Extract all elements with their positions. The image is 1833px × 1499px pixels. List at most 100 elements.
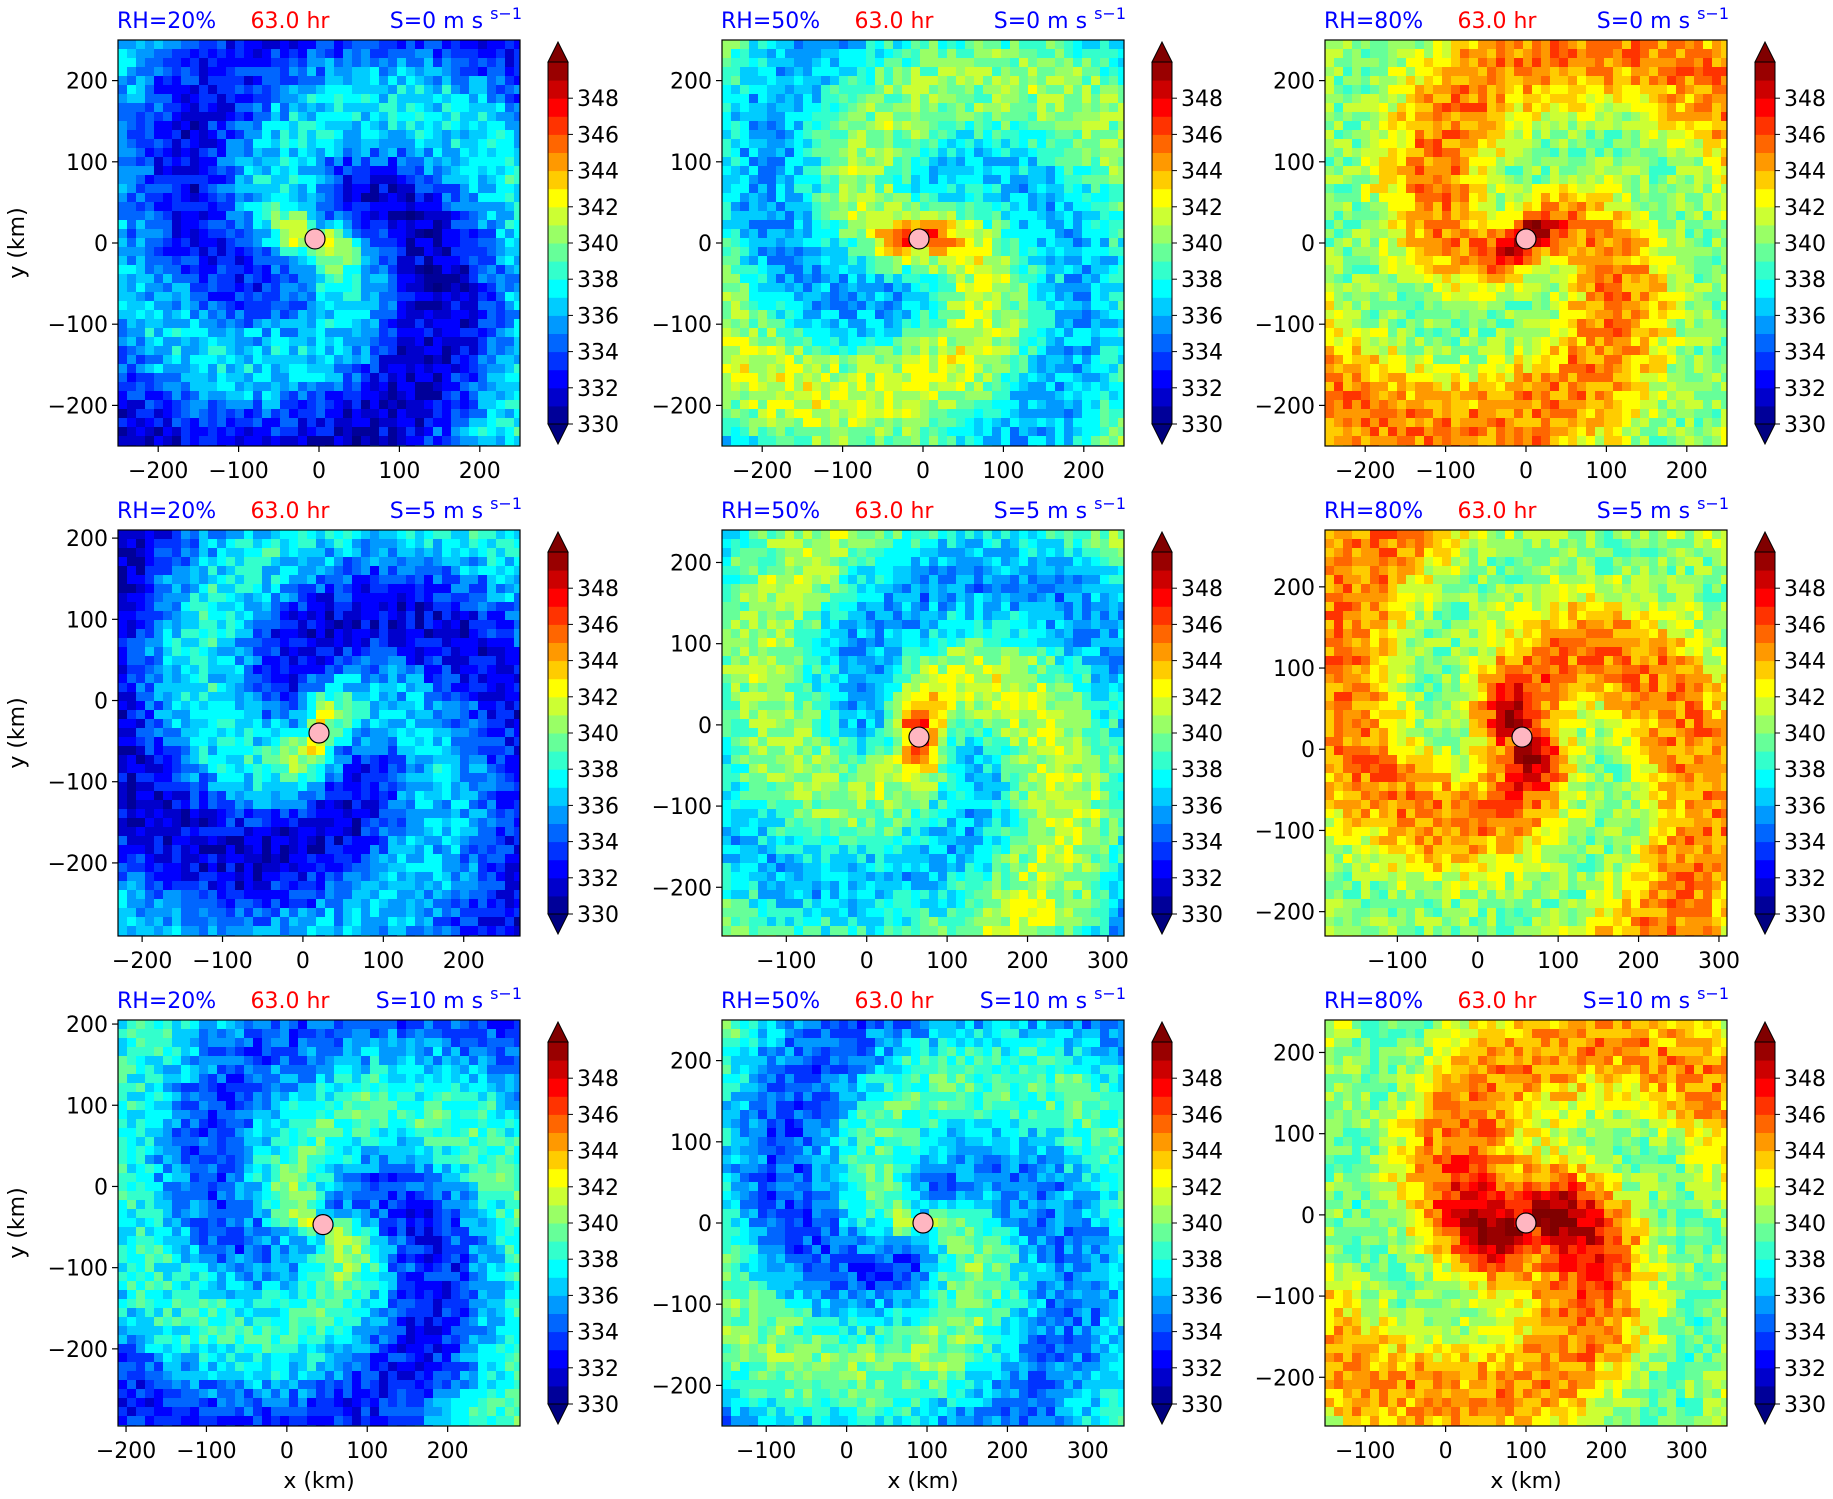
- colorbar-level: [1755, 1277, 1775, 1296]
- colorbar-level: [548, 751, 568, 770]
- colorbar-level: [1152, 1042, 1172, 1061]
- colorbar-tick-label: 332: [1181, 867, 1223, 892]
- y-tick-label: 200: [1273, 70, 1315, 95]
- colorbar-level: [1152, 588, 1172, 607]
- plot-frame: [117, 529, 521, 937]
- colorbar-tick-label: 332: [1181, 1357, 1223, 1382]
- panel-title-rh: RH=20%: [117, 499, 216, 524]
- y-tick-label: −200: [652, 1374, 712, 1399]
- colorbar-level: [1755, 733, 1775, 752]
- colorbar-tick-label: 334: [1784, 1321, 1826, 1346]
- panel-title-time: 63.0 hr: [855, 989, 935, 1014]
- colorbar-tick-label: 332: [1784, 1357, 1826, 1382]
- colorbar-level: [1755, 570, 1775, 589]
- colorbar-level: [548, 315, 568, 334]
- colorbar-level: [548, 279, 568, 298]
- colorbar-level: [1755, 678, 1775, 698]
- colorbar-extend-max: [1754, 1020, 1776, 1043]
- colorbar-level: [1755, 297, 1775, 316]
- y-tick-label: 0: [94, 1175, 108, 1200]
- colorbar-level: [1755, 261, 1775, 280]
- colorbar-level: [548, 1277, 568, 1296]
- storm-center-marker: [308, 722, 330, 744]
- colorbar-level: [548, 714, 568, 734]
- x-tick-label: −100: [1415, 459, 1475, 484]
- y-tick-label: 100: [670, 151, 712, 176]
- panel-title-shear: S=5 m s s−1: [1597, 494, 1729, 524]
- colorbar-tick-label: 334: [577, 1321, 619, 1346]
- x-tick-label: 200: [1666, 459, 1708, 484]
- y-tick-label: −100: [48, 313, 108, 338]
- panel-title-shear: S=5 m s s−1: [994, 494, 1126, 524]
- colorbar-level: [1152, 877, 1172, 897]
- panel-3: RH=80% 63.0 hr S=0 m s s−1 −200 −100 0 100 200 −…: [1255, 4, 1826, 484]
- y-tick-label: 100: [66, 608, 108, 633]
- colorbar-level: [1755, 1114, 1775, 1133]
- y-tick-label: −200: [1255, 1366, 1315, 1391]
- colorbar-level: [548, 841, 568, 861]
- colorbar-tick-label: 348: [1181, 577, 1223, 602]
- y-tick-label: 0: [1301, 232, 1315, 257]
- colorbar-level: [1152, 714, 1172, 734]
- colorbar-level: [1152, 243, 1172, 262]
- x-tick-label: −200: [732, 459, 792, 484]
- x-tick-label: 200: [1585, 1439, 1627, 1464]
- colorbar-level: [1755, 80, 1775, 99]
- colorbar-extend-max: [547, 1020, 569, 1043]
- colorbar-level: [1755, 588, 1775, 607]
- colorbar-level: [1755, 1150, 1775, 1170]
- colorbar-level: [1152, 1223, 1172, 1242]
- colorbar-tick-label: 334: [577, 831, 619, 856]
- colorbar-level: [1152, 62, 1172, 81]
- colorbar-level: [1755, 1367, 1775, 1387]
- colorbar-level: [1152, 98, 1172, 117]
- colorbar-tick-label: 334: [1784, 341, 1826, 366]
- x-tick-label: 200: [443, 949, 485, 974]
- colorbar-level: [1152, 787, 1172, 806]
- panel-title-time: 63.0 hr: [1458, 9, 1538, 34]
- x-axis-label: x (km): [283, 1469, 354, 1494]
- panel-title-rh: RH=50%: [721, 499, 820, 524]
- colorbar-level: [1755, 1385, 1775, 1405]
- colorbar-tick-label: 330: [577, 903, 619, 928]
- colorbar-extend-min: [547, 1403, 569, 1426]
- panel-title-shear: S=0 m s s−1: [390, 4, 522, 34]
- colorbar-level: [1755, 805, 1775, 824]
- colorbar-tick-label: 336: [1181, 794, 1223, 819]
- panel-title-rh: RH=20%: [117, 9, 216, 34]
- colorbar-tick-label: 342: [577, 686, 619, 711]
- colorbar-level: [1755, 606, 1775, 625]
- x-tick-label: −100: [756, 949, 816, 974]
- colorbar-extend-min: [547, 423, 569, 446]
- colorbar-level: [1755, 1096, 1775, 1115]
- panel-title-time: 63.0 hr: [1458, 499, 1538, 524]
- colorbar-level: [1152, 116, 1172, 135]
- colorbar-tick-label: 340: [1181, 722, 1223, 747]
- colorbar-level: [1152, 1150, 1172, 1170]
- colorbar-extend-max: [1151, 40, 1173, 63]
- colorbar-level: [1152, 660, 1172, 680]
- colorbar-extend-min: [1754, 1403, 1776, 1426]
- colorbar-level: [1152, 1078, 1172, 1097]
- panel-title-shear: S=10 m s s−1: [980, 984, 1126, 1014]
- colorbar-level: [1755, 206, 1775, 226]
- x-tick-label: 0: [1471, 949, 1485, 974]
- colorbar-level: [1152, 297, 1172, 316]
- colorbar-level: [1755, 1078, 1775, 1097]
- colorbar-level: [1755, 1132, 1775, 1152]
- x-tick-label: 100: [1537, 949, 1579, 974]
- y-tick-label: −200: [48, 1338, 108, 1363]
- colorbar-level: [1152, 895, 1172, 915]
- panel-title-time: 63.0 hr: [251, 9, 331, 34]
- x-tick-label: 100: [906, 1439, 948, 1464]
- colorbar-tick-label: 334: [1181, 831, 1223, 856]
- colorbar-level: [1152, 224, 1172, 244]
- colorbar-level: [1755, 405, 1775, 425]
- colorbar-tick-label: 348: [1784, 577, 1826, 602]
- colorbar-tick-label: 330: [1181, 903, 1223, 928]
- colorbar-tick-label: 344: [1181, 160, 1223, 185]
- colorbar-level: [1152, 170, 1172, 190]
- x-tick-label: 100: [346, 1439, 388, 1464]
- panel-title-shear: S=10 m s s−1: [1583, 984, 1729, 1014]
- colorbar-level: [1152, 751, 1172, 770]
